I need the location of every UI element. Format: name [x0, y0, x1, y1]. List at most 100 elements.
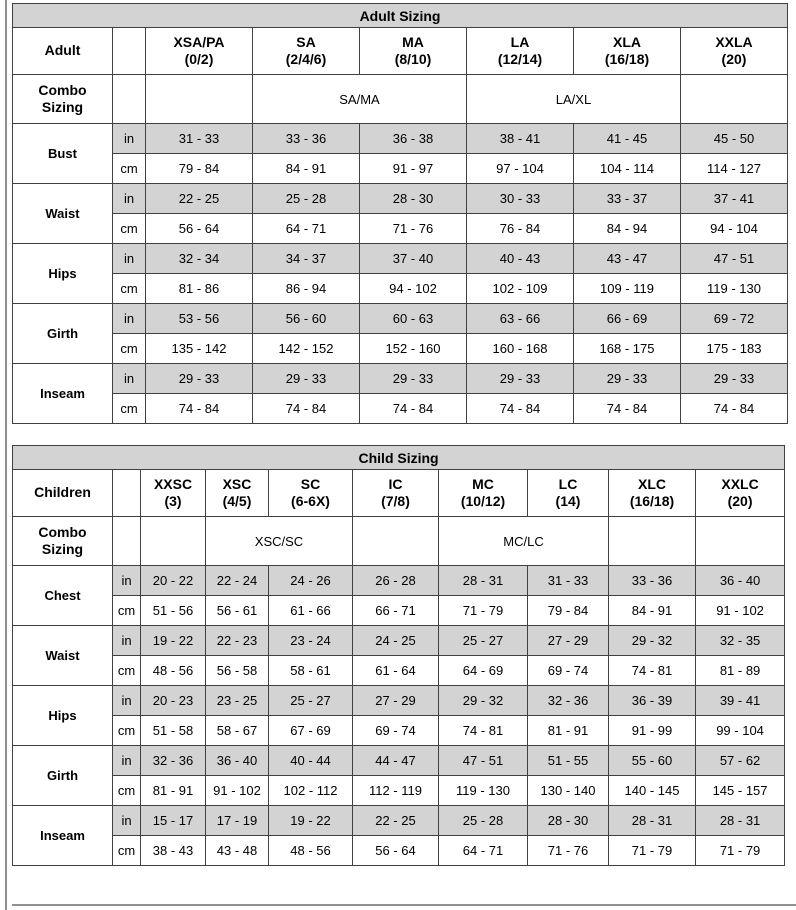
size-range-cell: 23 - 24	[268, 625, 353, 656]
size-range-cell: 15 - 17	[140, 805, 206, 836]
size-range-cell: 61 - 64	[352, 655, 439, 686]
size-range-cell: 31 - 33	[145, 123, 253, 154]
unit-label-in: in	[112, 685, 141, 716]
size-range-cell: 130 - 140	[527, 775, 609, 806]
table-title-row: Child Sizing	[11, 445, 786, 470]
size-range-cell: 56 - 58	[205, 655, 269, 686]
size-column-header: XXLC (20)	[694, 469, 786, 517]
unit-label-in: in	[112, 183, 146, 214]
size-range-cell: 29 - 33	[359, 363, 467, 394]
size-range-cell: 74 - 81	[608, 655, 696, 686]
unit-label-in: in	[112, 625, 141, 656]
unit-column-header	[112, 27, 146, 75]
size-range-cell: 74 - 84	[252, 393, 360, 424]
unit-label-in: in	[112, 805, 141, 836]
size-range-cell: 69 - 74	[527, 655, 609, 686]
measurement-row: cm 38 - 43 43 - 48 48 - 56 56 - 64 64 - 71 71 …	[13, 835, 786, 866]
unit-label-cm: cm	[112, 213, 146, 244]
size-range-cell: 17 - 19	[205, 805, 269, 836]
size-range-cell: 79 - 84	[145, 153, 253, 184]
measurement-row: cm 56 - 64 64 - 71 71 - 76 76 - 84 84 - 94 94 …	[13, 213, 789, 244]
measurement-row: cm 135 - 142 142 - 152 152 - 160 160 - 168 16…	[13, 333, 789, 364]
size-range-cell: 30 - 33	[466, 183, 574, 214]
size-range-cell: 25 - 27	[438, 625, 528, 656]
size-range-cell: 41 - 45	[573, 123, 681, 154]
combo-unit-empty-cell	[112, 74, 146, 124]
label-column-header: Children	[12, 469, 113, 517]
size-range-cell: 114 - 127	[679, 153, 789, 184]
size-range-cell: 53 - 56	[145, 303, 253, 334]
combo-sizing-row: Combo Sizing XSC/SC MC/LC	[12, 516, 786, 566]
unit-label-cm: cm	[112, 715, 141, 746]
measurement-row: Girth in 53 - 56 56 - 60 60 - 63 63 - 66 66 - …	[12, 303, 789, 364]
unit-column-header	[112, 469, 141, 517]
unit-label-in: in	[112, 363, 146, 394]
size-range-cell: 29 - 33	[573, 363, 681, 394]
size-range-cell: 48 - 56	[268, 835, 353, 866]
size-range-cell: 32 - 36	[140, 745, 206, 776]
size-range-cell: 56 - 60	[252, 303, 360, 334]
size-range-cell: 33 - 36	[252, 123, 360, 154]
size-range-cell: 29 - 32	[438, 685, 528, 716]
size-column-header: SA (2/4/6)	[252, 27, 360, 75]
size-range-cell: 28 - 30	[359, 183, 467, 214]
size-range-cell: 23 - 25	[205, 685, 269, 716]
size-range-cell: 27 - 29	[527, 625, 609, 656]
measurement-label: Inseam	[12, 363, 113, 424]
size-range-cell: 28 - 31	[438, 565, 528, 596]
unit-label-in: in	[112, 745, 141, 776]
size-range-cell: 29 - 32	[608, 625, 696, 656]
size-range-cell: 24 - 25	[352, 625, 439, 656]
size-range-cell: 33 - 37	[573, 183, 681, 214]
size-range-cell: 71 - 76	[527, 835, 609, 866]
size-header-row: Adult XSA/PA (0/2) SA (2/4/6) MA (8/10) LA (…	[12, 27, 789, 75]
size-range-cell: 36 - 38	[359, 123, 467, 154]
size-range-cell: 43 - 47	[573, 243, 681, 274]
size-header-row: Children XXSC (3) XSC (4/5) SC (6-6X) IC (7/…	[12, 469, 786, 517]
size-range-cell: 74 - 84	[679, 393, 789, 424]
size-range-cell: 86 - 94	[252, 273, 360, 304]
size-range-cell: 26 - 28	[352, 565, 439, 596]
size-range-cell: 51 - 58	[140, 715, 206, 746]
size-range-cell: 67 - 69	[268, 715, 353, 746]
size-range-cell: 84 - 91	[252, 153, 360, 184]
combo-empty-cell	[608, 516, 696, 566]
unit-label-in: in	[112, 565, 141, 596]
measurement-row: cm 48 - 56 56 - 58 58 - 61 61 - 64 64 - 69 69 …	[13, 655, 786, 686]
size-range-cell: 29 - 33	[252, 363, 360, 394]
size-range-cell: 91 - 102	[694, 595, 786, 626]
size-range-cell: 74 - 84	[145, 393, 253, 424]
size-range-cell: 99 - 104	[694, 715, 786, 746]
size-range-cell: 37 - 41	[679, 183, 789, 214]
size-range-cell: 81 - 91	[140, 775, 206, 806]
size-range-cell: 175 - 183	[679, 333, 789, 364]
unit-label-in: in	[112, 243, 146, 274]
unit-label-cm: cm	[112, 775, 141, 806]
size-range-cell: 36 - 40	[205, 745, 269, 776]
unit-label-cm: cm	[112, 835, 141, 866]
combo-empty-cell	[352, 516, 439, 566]
measurement-row: cm 81 - 86 86 - 94 94 - 102 102 - 109 109 - 1…	[13, 273, 789, 304]
size-range-cell: 104 - 114	[573, 153, 681, 184]
size-range-cell: 56 - 64	[145, 213, 253, 244]
label-column-header: Adult	[12, 27, 113, 75]
size-range-cell: 74 - 81	[438, 715, 528, 746]
size-range-cell: 29 - 33	[679, 363, 789, 394]
measurement-row: Hips in 32 - 34 34 - 37 37 - 40 40 - 43 43 - 4…	[12, 243, 789, 304]
size-range-cell: 32 - 35	[694, 625, 786, 656]
measurement-label: Hips	[12, 243, 113, 304]
unit-label-cm: cm	[112, 153, 146, 184]
size-range-cell: 55 - 60	[608, 745, 696, 776]
combo-sizing-label: Combo Sizing	[12, 74, 113, 124]
measurement-row: Waist in 22 - 25 25 - 28 28 - 30 30 - 33 33 - …	[12, 183, 789, 244]
size-range-cell: 102 - 112	[268, 775, 353, 806]
size-column-header: LA (12/14)	[466, 27, 574, 75]
combo-empty-cell	[694, 516, 786, 566]
size-range-cell: 119 - 130	[438, 775, 528, 806]
size-range-cell: 63 - 66	[466, 303, 574, 334]
size-range-cell: 29 - 33	[145, 363, 253, 394]
combo-sizing-cell: MC/LC	[438, 516, 609, 566]
size-range-cell: 84 - 91	[608, 595, 696, 626]
measurement-row: cm 51 - 56 56 - 61 61 - 66 66 - 71 71 - 79 79 …	[13, 595, 786, 626]
